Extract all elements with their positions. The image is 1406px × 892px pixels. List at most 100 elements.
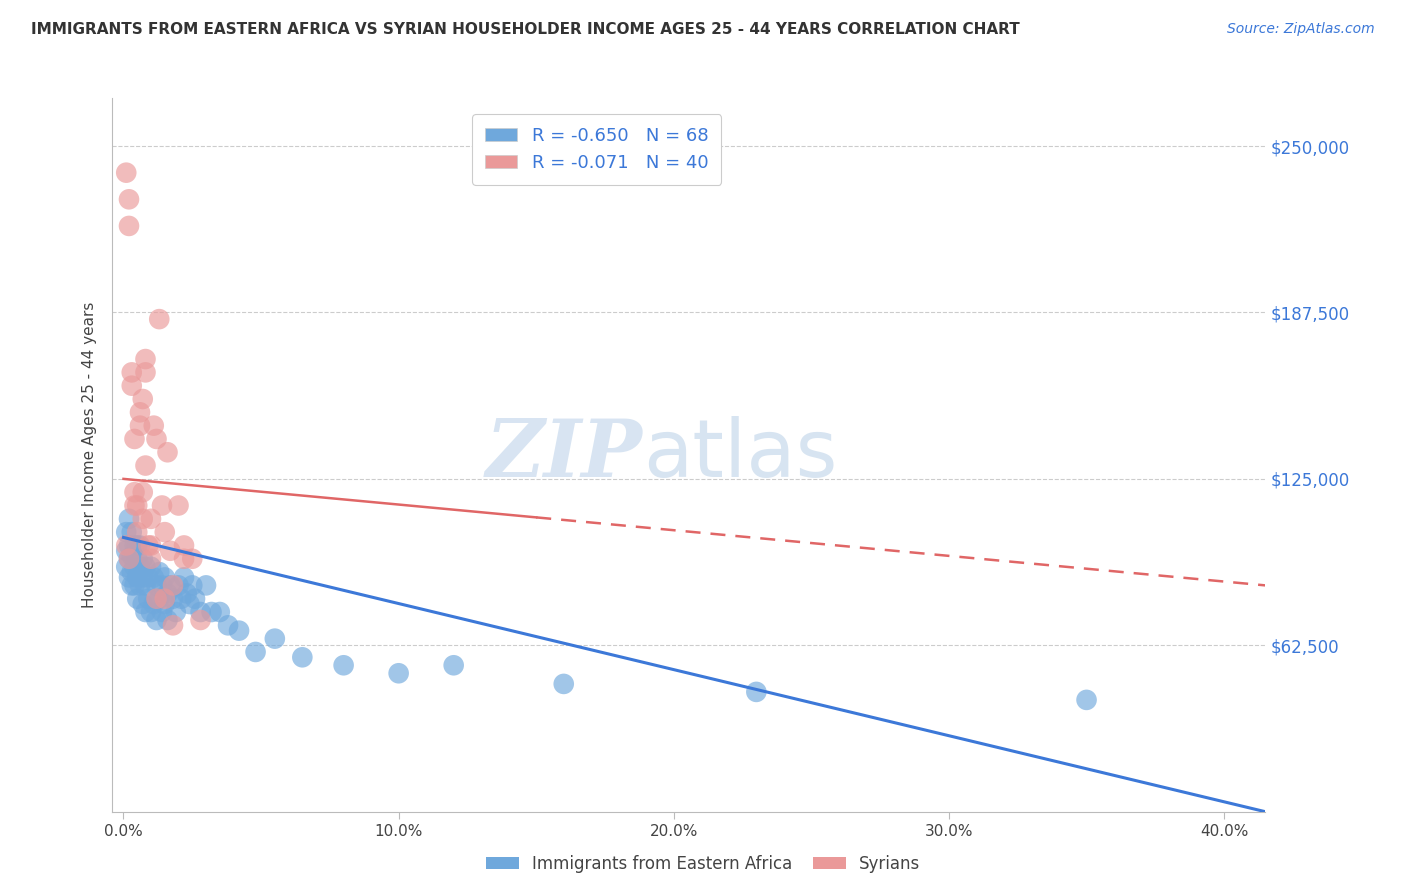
Point <box>181 551 204 566</box>
Point <box>150 605 173 619</box>
Point <box>118 219 141 233</box>
Point <box>121 549 143 563</box>
Point <box>129 405 152 419</box>
Point <box>115 543 138 558</box>
Point <box>139 559 162 574</box>
Point <box>129 538 152 552</box>
Point <box>145 432 167 446</box>
Point <box>291 650 314 665</box>
Point <box>127 525 149 540</box>
Point <box>142 597 165 611</box>
Point <box>134 605 156 619</box>
Point <box>118 512 141 526</box>
Point <box>129 418 152 433</box>
Point <box>1076 693 1098 707</box>
Point <box>263 632 285 646</box>
Point <box>148 565 170 579</box>
Point <box>134 365 156 379</box>
Point <box>190 613 212 627</box>
Point <box>179 597 201 611</box>
Point <box>156 613 179 627</box>
Point <box>208 605 231 619</box>
Point <box>159 543 181 558</box>
Point <box>115 538 138 552</box>
Point <box>121 525 143 540</box>
Point <box>132 551 155 566</box>
Point <box>173 538 195 552</box>
Point <box>165 605 187 619</box>
Point <box>184 591 207 606</box>
Point <box>124 559 146 574</box>
Point <box>132 392 155 406</box>
Point <box>127 551 149 566</box>
Point <box>129 578 152 592</box>
Point <box>127 591 149 606</box>
Point <box>145 613 167 627</box>
Point <box>132 597 155 611</box>
Point <box>142 570 165 584</box>
Point <box>124 432 146 446</box>
Point <box>134 458 156 473</box>
Point <box>162 618 184 632</box>
Point <box>162 591 184 606</box>
Point <box>150 499 173 513</box>
Point <box>167 499 190 513</box>
Point <box>148 591 170 606</box>
Point <box>153 591 176 606</box>
Point <box>118 538 141 552</box>
Point <box>153 570 176 584</box>
Point <box>443 658 465 673</box>
Point <box>388 666 411 681</box>
Y-axis label: Householder Income Ages 25 - 44 years: Householder Income Ages 25 - 44 years <box>82 301 97 608</box>
Point <box>228 624 250 638</box>
Point <box>553 677 575 691</box>
Legend: Immigrants from Eastern Africa, Syrians: Immigrants from Eastern Africa, Syrians <box>479 848 927 880</box>
Point <box>127 499 149 513</box>
Point <box>118 551 141 566</box>
Point <box>134 578 156 592</box>
Point <box>115 559 138 574</box>
Text: atlas: atlas <box>643 416 837 494</box>
Point <box>170 591 193 606</box>
Point <box>167 578 190 592</box>
Point <box>139 512 162 526</box>
Point <box>118 551 141 566</box>
Point <box>200 605 222 619</box>
Point <box>173 551 195 566</box>
Point <box>136 591 159 606</box>
Point <box>121 365 143 379</box>
Point <box>121 378 143 392</box>
Point <box>124 485 146 500</box>
Point <box>118 570 141 584</box>
Point <box>156 445 179 459</box>
Text: IMMIGRANTS FROM EASTERN AFRICA VS SYRIAN HOUSEHOLDER INCOME AGES 25 - 44 YEARS C: IMMIGRANTS FROM EASTERN AFRICA VS SYRIAN… <box>31 22 1019 37</box>
Point <box>124 578 146 592</box>
Point <box>132 570 155 584</box>
Point <box>145 591 167 606</box>
Point <box>245 645 267 659</box>
Point <box>134 352 156 367</box>
Point <box>332 658 354 673</box>
Point <box>132 512 155 526</box>
Point <box>153 525 176 540</box>
Point <box>190 605 212 619</box>
Point <box>153 597 176 611</box>
Point <box>162 578 184 592</box>
Point <box>121 565 143 579</box>
Point <box>176 586 198 600</box>
Point <box>124 538 146 552</box>
Point <box>118 192 141 206</box>
Point <box>115 166 138 180</box>
Point <box>173 570 195 584</box>
Point <box>136 570 159 584</box>
Point <box>142 418 165 433</box>
Legend: R = -0.650   N = 68, R = -0.071   N = 40: R = -0.650 N = 68, R = -0.071 N = 40 <box>472 114 721 185</box>
Point <box>127 538 149 552</box>
Point <box>139 551 162 566</box>
Point <box>124 499 146 513</box>
Point <box>121 578 143 592</box>
Text: Source: ZipAtlas.com: Source: ZipAtlas.com <box>1227 22 1375 37</box>
Point <box>148 312 170 326</box>
Point <box>181 578 204 592</box>
Point <box>127 570 149 584</box>
